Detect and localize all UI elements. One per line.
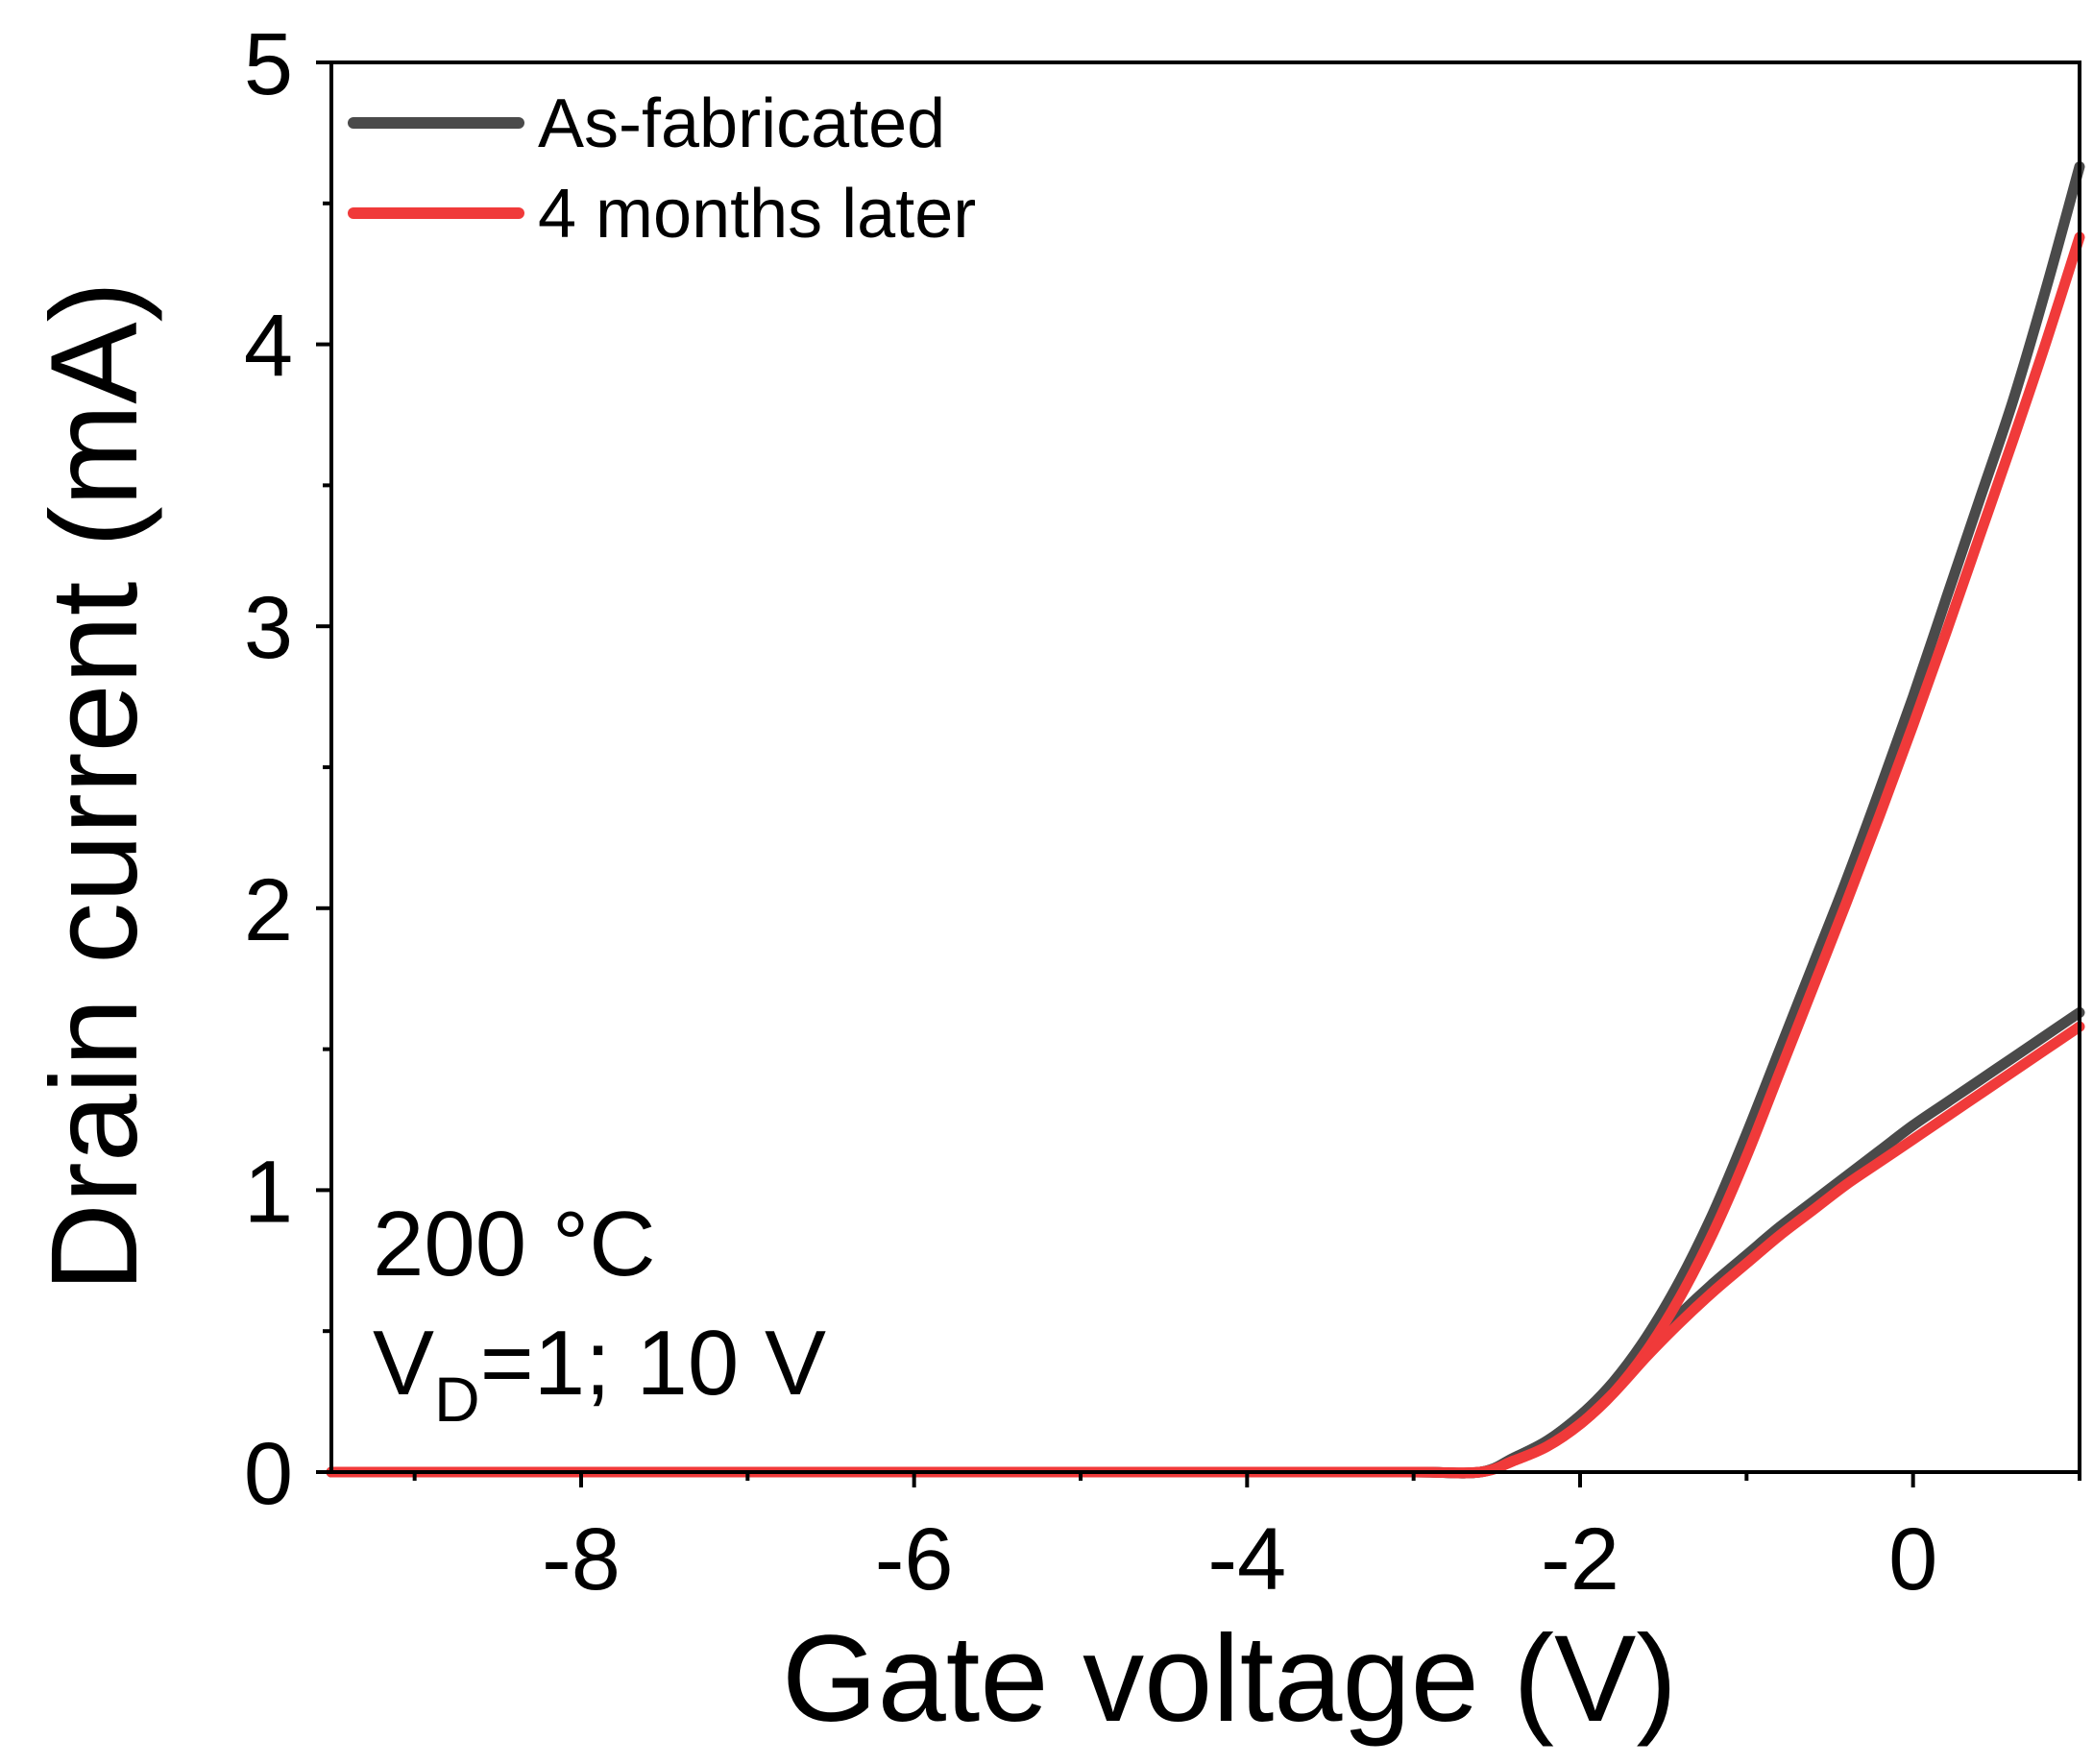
y-tick-label: 5 (244, 15, 293, 113)
vd-subscript: D (434, 1364, 480, 1435)
x-tick-label: -6 (875, 1510, 954, 1608)
legend: As-fabricated 4 months later (348, 85, 976, 253)
temperature-annotation: 200 °C (373, 1193, 656, 1295)
axis-ticks (316, 60, 2081, 1487)
vd-values: =1; 10 V (480, 1312, 826, 1414)
x-tick-label: -4 (1207, 1510, 1286, 1608)
y-tick-label: 2 (244, 861, 293, 959)
x-axis-title: Gate voltage (V) (782, 1610, 1677, 1748)
y-axis-title: Drain current (mA) (26, 281, 163, 1293)
x-tick-label: 0 (1888, 1510, 1937, 1608)
y-tick-label: 0 (244, 1425, 293, 1523)
legend-label: 4 months later (538, 176, 976, 253)
y-tick-label: 3 (244, 579, 293, 677)
y-tick-label: 4 (244, 298, 293, 396)
legend-label: As-fabricated (538, 85, 945, 162)
x-tick-label: -8 (542, 1510, 621, 1608)
axis-tick-labels: -8 -6 -4 -2 0 0 1 2 3 4 5 (244, 15, 1937, 1608)
x-tick-label: -2 (1541, 1510, 1619, 1608)
drain-voltage-annotation: VD=1; 10 V (373, 1312, 826, 1435)
vd-symbol: V (373, 1312, 434, 1414)
y-tick-label: 1 (244, 1143, 293, 1241)
